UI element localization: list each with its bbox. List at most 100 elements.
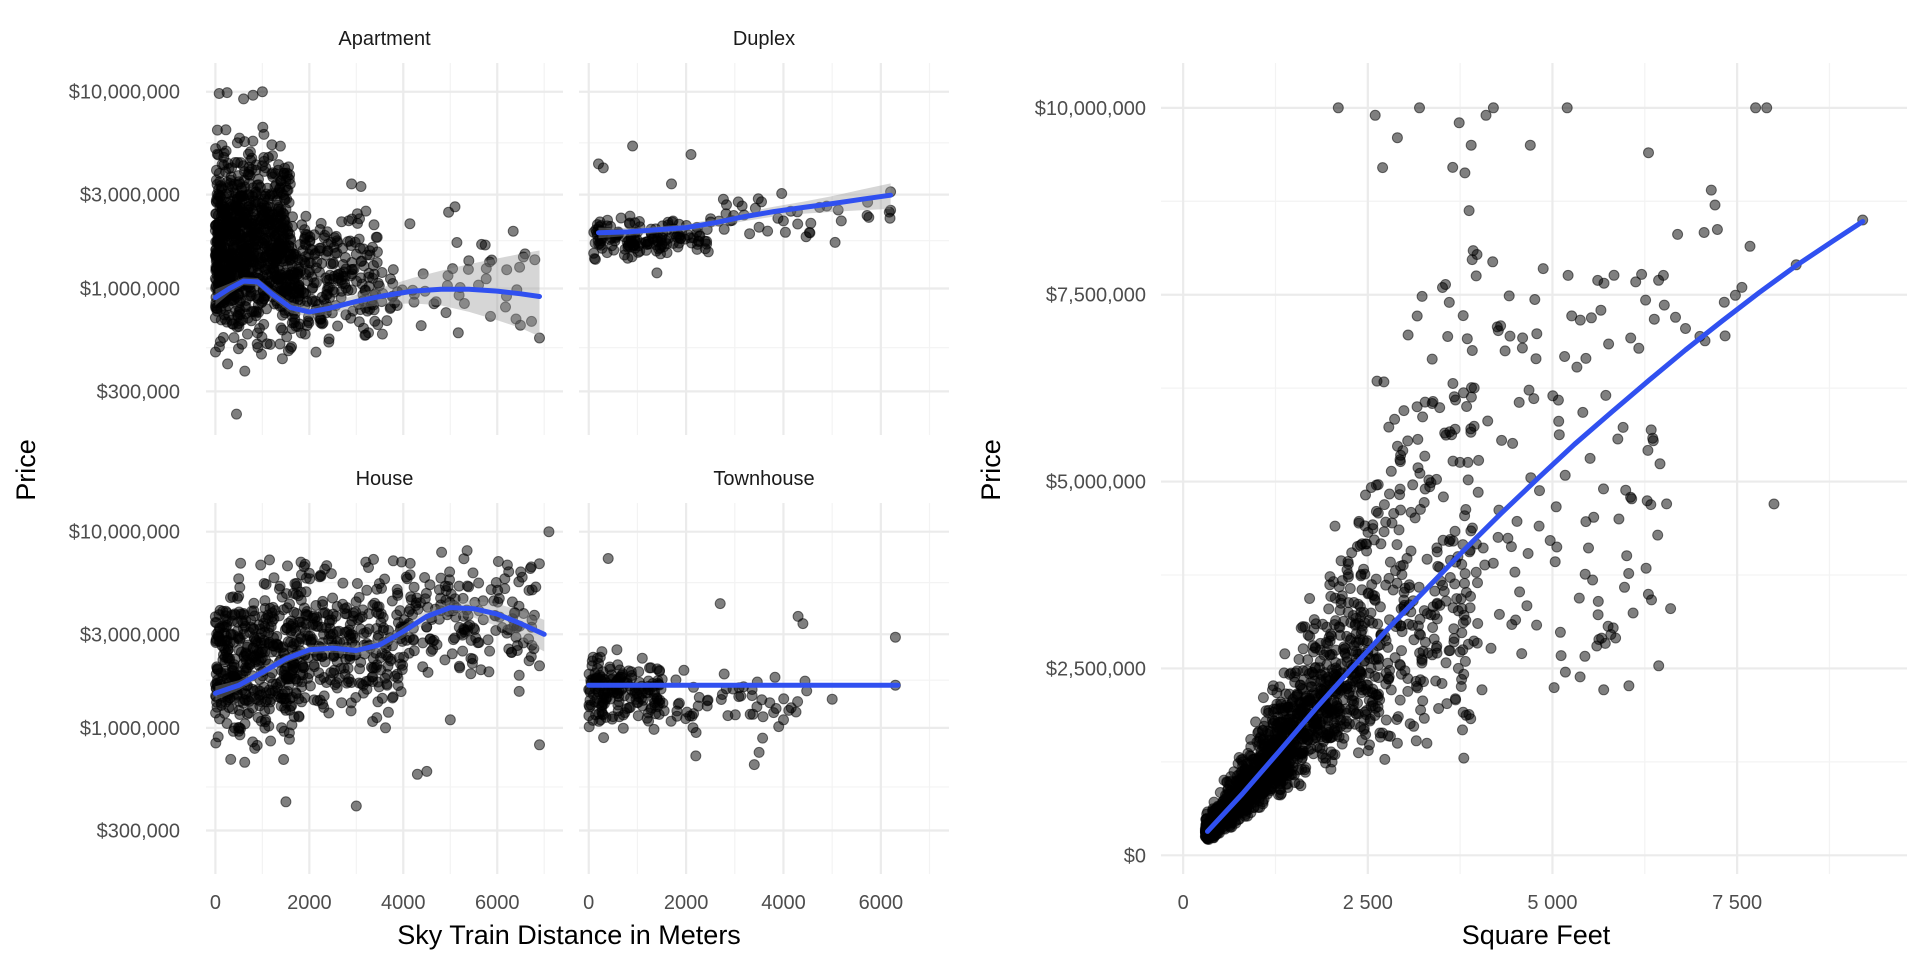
data-point [597,709,609,721]
data-point [1426,353,1438,365]
data-point [376,692,388,704]
data-point [353,316,365,328]
data-point [345,240,357,251]
data-point [1621,550,1633,562]
data-point [1335,555,1347,567]
data-point [380,722,391,734]
data-point [753,746,765,758]
data-point [682,229,694,241]
data-point [346,213,358,225]
data-point [1511,515,1523,527]
data-point [1371,375,1383,387]
data-point [1559,469,1571,481]
data-point [636,652,648,664]
data-point [1377,162,1389,174]
data-point [1308,687,1320,699]
data-point [244,290,256,302]
data-point [525,561,537,573]
data-point [1402,329,1414,341]
data-point [805,217,817,229]
data-point [292,281,304,293]
data-point [530,581,542,593]
data-point [1672,228,1684,240]
data-point [1447,161,1459,173]
data-point [1457,724,1468,736]
data-point [1305,743,1317,755]
data-point [280,796,292,808]
facet-panel-duplex: Duplex [579,28,949,435]
data-point [1299,766,1311,778]
data-point [1302,629,1314,641]
data-point [419,593,431,605]
data-point [1415,629,1426,641]
data-point [289,251,301,263]
data-point [1598,684,1610,696]
data-point [439,580,451,592]
facet-panel-apartment: Apartment$300,000$1,000,000$3,000,000$10… [69,28,563,435]
data-point [648,723,660,735]
data-point [1473,454,1485,466]
data-point [1485,642,1497,654]
data-point [1592,595,1604,607]
data-point [237,697,249,709]
data-point [363,608,375,620]
data-point [1718,296,1730,308]
data-point [425,645,437,657]
data-point [1548,682,1560,694]
data-point [256,611,268,623]
data-point [1487,256,1499,268]
data-point [248,597,260,609]
data-point [212,225,224,237]
data-point [1530,353,1542,365]
data-point [332,320,344,332]
data-point [404,557,416,569]
data-point [475,664,487,676]
data-point [299,233,310,245]
data-point [351,578,363,589]
data-point [1595,304,1607,316]
data-point [1619,581,1630,593]
data-point [1279,723,1291,735]
data-point [258,152,270,163]
data-point [452,327,464,339]
data-point [264,338,276,350]
data-point [1470,270,1482,282]
data-point [1600,389,1612,401]
data-point [1416,290,1428,302]
data-point [1350,646,1362,658]
data-point [226,257,238,269]
data-point [343,624,355,636]
data-point [246,214,258,226]
data-point [321,560,333,572]
data-point [379,573,391,585]
data-point [627,140,639,152]
data-point [324,273,335,285]
data-point [1642,444,1654,456]
data-point [389,670,401,682]
data-point [1645,499,1657,511]
data-point [1297,734,1309,745]
data-point [285,701,297,712]
data-point [617,709,629,721]
data-point [1549,556,1561,568]
data-point [214,176,226,188]
data-point [308,661,320,673]
data-point [371,583,383,595]
data-point [257,121,269,133]
data-point [233,606,245,618]
data-point [300,210,312,222]
y-tick-label: $3,000,000 [80,624,180,646]
data-point [1471,637,1483,649]
data-point [282,560,293,572]
data-point [1239,763,1251,775]
data-point [330,610,342,622]
data-point [258,318,270,330]
data-point [421,765,433,777]
data-point [369,315,381,327]
data-point [1579,650,1591,662]
data-point [829,236,841,248]
data-point [1653,274,1665,286]
data-point [678,664,690,676]
data-point [596,646,608,658]
data-point [1472,618,1484,629]
